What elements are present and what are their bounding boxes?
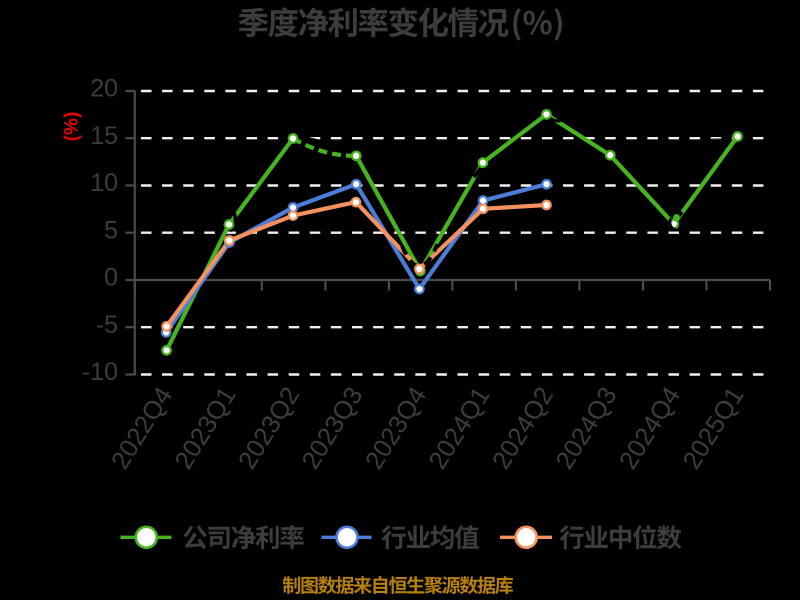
svg-text:15: 15	[90, 122, 118, 150]
svg-text:0: 0	[104, 264, 118, 292]
svg-text:5: 5	[104, 216, 118, 244]
svg-text:-5: -5	[96, 311, 118, 339]
svg-text:-10: -10	[82, 358, 118, 386]
svg-text:10: 10	[90, 169, 118, 197]
svg-text:(%): (%)	[62, 112, 83, 142]
svg-text:20: 20	[90, 75, 118, 103]
